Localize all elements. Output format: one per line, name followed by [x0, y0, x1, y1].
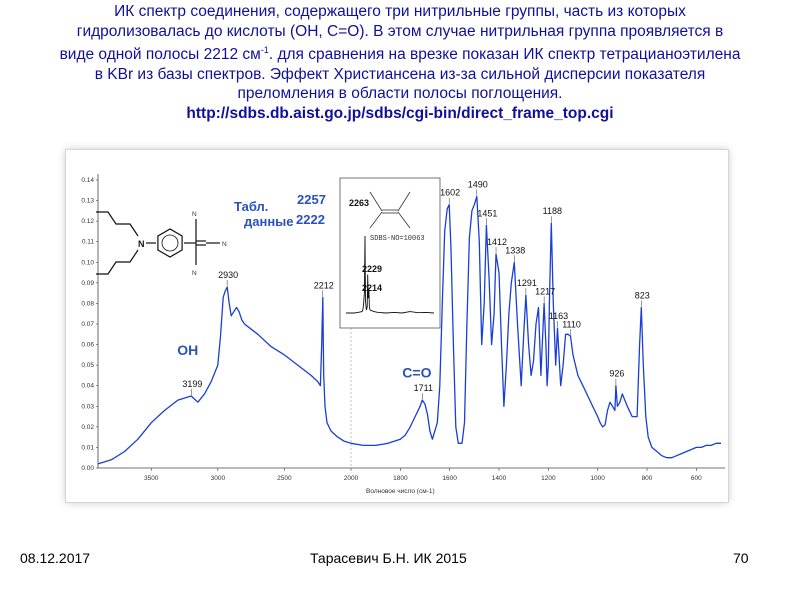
inset-spectrum-line — [346, 235, 435, 314]
tcne-arm-1 — [369, 191, 383, 212]
x-tick-label: 3500 — [144, 475, 159, 482]
table-label-line2: данные — [244, 214, 294, 229]
peak-label-1338: 1338 — [505, 245, 525, 255]
spectrum-plot: 0.00 0.01 0.02 0.03 0.04 0.05 0.06 0.07 0.08 0.09… — [81, 174, 725, 495]
x-tick-label: 3000 — [211, 475, 226, 482]
peak-label-926: 926 — [609, 369, 624, 379]
inset-peak-2263: 2263 — [349, 198, 369, 208]
oh-group-label: OH — [177, 342, 198, 358]
y-tick-label: 0.11 — [82, 239, 95, 246]
ir-spectrum-chart: 0.00 0.01 0.02 0.03 0.04 0.05 0.06 0.07 0.08 0.09… — [66, 150, 728, 502]
peak-label-1291: 1291 — [517, 278, 537, 288]
peak-label-2212: 2212 — [314, 280, 334, 290]
x-tick-label: 1600 — [442, 475, 457, 482]
y-tick-label: 0.12 — [81, 218, 94, 225]
inset-code: SDBS-NO=10063 — [370, 235, 425, 243]
cn-label-bottom: N — [192, 270, 197, 277]
y-tick-label: 0.03 — [81, 403, 94, 410]
table-label-line1: Табл. — [234, 199, 268, 214]
footer-date: 08.12.2017 — [20, 550, 91, 566]
chart-axes: 0.00 0.01 0.02 0.03 0.04 0.05 0.06 0.07 0.08 0.09… — [81, 174, 725, 495]
peak-label-1602: 1602 — [440, 188, 460, 198]
x-tick-label: 600 — [691, 475, 702, 482]
inset-frame — [339, 177, 441, 329]
heading-line-4: в KBr из базы спектров. Эффект Христианс… — [94, 65, 706, 83]
nitrogen-atom: N — [138, 239, 145, 249]
x-tick-label: 800 — [642, 475, 653, 482]
y-tick-label: 0.01 — [81, 444, 94, 451]
heading-line-1: ИК спектр соединения, содержащего три ни… — [114, 3, 686, 20]
x-tick-label: 2500 — [277, 475, 292, 482]
x-tick-label: 1200 — [541, 475, 556, 482]
butyl-chain-1 — [96, 211, 139, 237]
peak-label-1711: 1711 — [414, 383, 433, 393]
peak-label-1188: 1188 — [543, 206, 562, 216]
peak-label-1412: 1412 — [487, 237, 507, 247]
x-tick-label: 1000 — [590, 475, 605, 482]
heading-line-3a: виде одной полосы 2212 см — [59, 46, 261, 64]
aromatic-circle — [161, 234, 179, 252]
x-axis-label: Волновое число (см-1) — [366, 488, 435, 495]
heading-line-5: преломления в области полосы поглощения. — [237, 85, 563, 103]
table-value-2: 2222 — [296, 212, 325, 227]
footer-page-number: 70 — [733, 550, 749, 566]
y-tick-label: 0.05 — [81, 362, 94, 369]
y-tick-label: 0.07 — [81, 321, 94, 328]
y-tick-label: 0.02 — [81, 424, 94, 431]
tcne-inset: SDBS-NO=10063 2263 2229 2214 — [339, 177, 441, 329]
peak-label-3199: 3199 — [182, 379, 202, 389]
heading-line-3b: . для сравнения на врезке показан ИК спе… — [268, 46, 741, 64]
tcne-arm-2 — [369, 211, 383, 229]
tcne-arm-4 — [397, 211, 411, 229]
butyl-chain-2 — [96, 249, 139, 275]
y-tick-label: 0.10 — [81, 259, 94, 266]
database-url: http://sdbs.db.aist.go.jp/sdbs/cgi-bin/d… — [186, 104, 614, 122]
benzene-ring — [157, 228, 183, 258]
peak-label-1451: 1451 — [477, 208, 497, 218]
cn-label-right: N — [222, 241, 227, 248]
heading-line-3-sup: -1 — [260, 45, 269, 55]
heading-line-2: гидролизовалась до кислоты (OH, C=O). В … — [76, 22, 724, 40]
peak-label-1217: 1217 — [535, 286, 555, 296]
peak-label-823: 823 — [635, 291, 650, 301]
cn-label-top: N — [192, 211, 197, 218]
x-tick-label: 2000 — [344, 475, 359, 482]
peak-label-1490: 1490 — [468, 179, 488, 189]
y-tick-label: 0.14 — [81, 177, 94, 184]
y-tick-label: 0.13 — [81, 198, 94, 205]
peak-label-1110: 1110 — [562, 319, 581, 329]
y-tick-label: 0.04 — [81, 383, 94, 390]
peak-label-2930: 2930 — [218, 270, 238, 280]
co-group-label: C=O — [402, 364, 431, 380]
inset-peak-2214: 2214 — [362, 283, 382, 293]
molecule-structure: N N N N — [96, 211, 227, 277]
x-tick-label: 1400 — [492, 475, 507, 482]
y-tick-label: 0.00 — [81, 465, 94, 472]
y-tick-label: 0.09 — [81, 280, 94, 287]
peak-label-1163: 1163 — [549, 311, 568, 321]
table-value-1: 2257 — [297, 192, 326, 207]
tcne-arm-3 — [397, 191, 411, 212]
y-tick-label: 0.08 — [81, 300, 94, 307]
inset-peak-2229: 2229 — [362, 264, 382, 274]
y-tick-label: 0.06 — [81, 342, 94, 349]
x-tick-label: 1800 — [393, 475, 408, 482]
spectrum-line — [97, 195, 721, 465]
footer-author: Тарасевич Б.Н. ИК 2015 — [310, 550, 467, 566]
slide-heading: ИК спектр соединения, содержащего три ни… — [4, 2, 796, 123]
